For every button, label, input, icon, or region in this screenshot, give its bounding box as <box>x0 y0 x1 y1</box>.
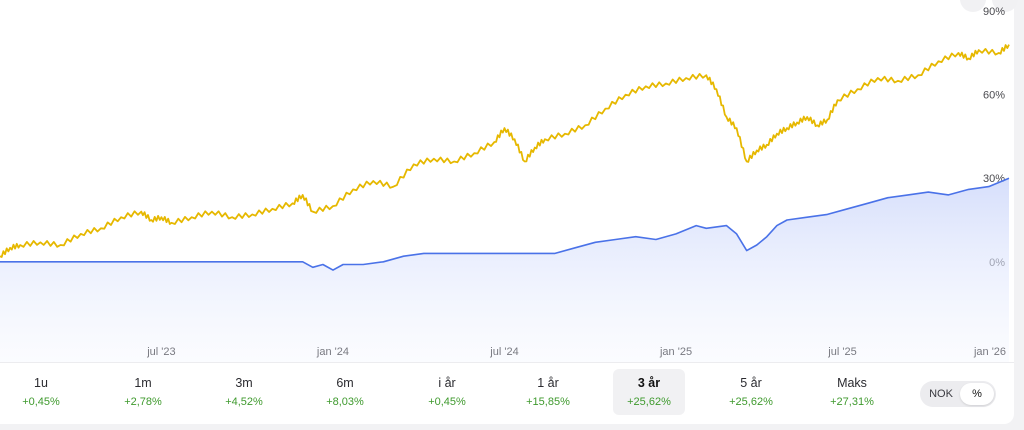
divider <box>0 362 1014 363</box>
y-tick-label: 90% <box>983 6 1005 18</box>
performance-chart[interactable]: 90%60%30%0% jul '23jan '24jul '24jan '25… <box>0 0 1014 362</box>
period-label: 3 år <box>637 375 661 390</box>
period-label: 1 år <box>537 375 559 390</box>
series-area-fill <box>0 178 1009 362</box>
series-line-blue <box>0 177 1010 271</box>
expand-button[interactable] <box>960 0 986 12</box>
period-change: +4,52% <box>225 395 263 408</box>
period-label: 1m <box>134 375 152 390</box>
period-change: +27,31% <box>830 395 874 408</box>
period-change: +2,78% <box>124 395 162 408</box>
series-line-gold <box>0 44 1010 258</box>
chart-card: 90%60%30%0% jul '23jan '24jul '24jan '25… <box>0 0 1014 424</box>
period-change: +25,62% <box>729 395 773 408</box>
period-4[interactable]: 6m +8,03% <box>309 369 381 415</box>
period-label: 6m <box>336 375 354 390</box>
period-change: +0,45% <box>428 395 466 408</box>
unit-toggle[interactable]: NOK % <box>920 381 996 407</box>
period-6[interactable]: 1 år +15,85% <box>512 369 584 415</box>
settings-button[interactable] <box>992 0 1018 12</box>
period-selector: 1u +0,45% 1m +2,78% 3m +4,52% 6m +8,03% i år +0,4… <box>0 369 900 415</box>
period-label: 5 år <box>740 375 762 390</box>
y-tick-label: 60% <box>983 90 1005 102</box>
period-change: +0,45% <box>22 395 60 408</box>
period-label: i år <box>438 375 456 390</box>
period-2[interactable]: 1m +2,78% <box>107 369 179 415</box>
period-change: +8,03% <box>326 395 364 408</box>
period-label: 3m <box>235 375 253 390</box>
period-7[interactable]: 3 år +25,62% <box>613 369 685 415</box>
period-5[interactable]: i år +0,45% <box>411 369 483 415</box>
period-change: +25,62% <box>627 395 671 408</box>
period-change: +15,85% <box>526 395 570 408</box>
period-1[interactable]: 1u +0,45% <box>5 369 77 415</box>
period-label: Maks <box>837 375 867 390</box>
period-9[interactable]: Maks +27,31% <box>816 369 888 415</box>
toggle-nok[interactable]: NOK <box>929 388 953 400</box>
toggle-percent[interactable]: % <box>960 383 994 405</box>
period-label: 1u <box>34 375 48 390</box>
period-3[interactable]: 3m +4,52% <box>208 369 280 415</box>
period-8[interactable]: 5 år +25,62% <box>715 369 787 415</box>
